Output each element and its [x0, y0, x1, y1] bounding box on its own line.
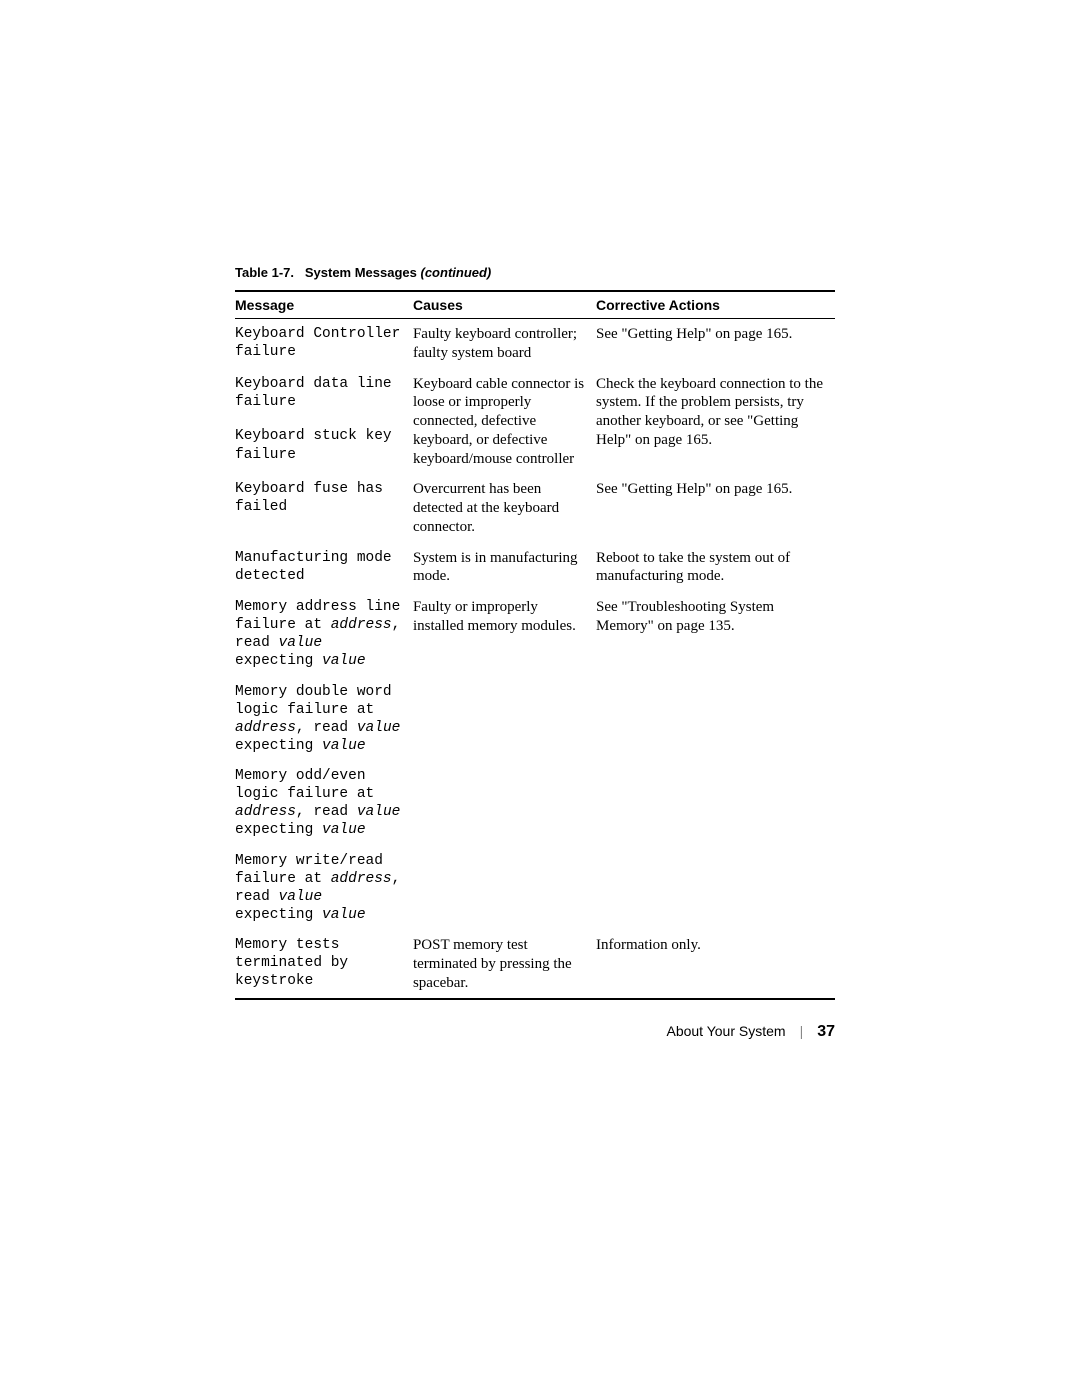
cell-message: Keyboard data line failure	[235, 369, 413, 422]
cell-causes	[413, 677, 596, 762]
cell-actions	[596, 677, 835, 762]
col-header-causes: Causes	[413, 291, 596, 319]
table-row: Memory address line failure at address, …	[235, 592, 835, 677]
cell-message: Memory tests terminated by keystroke	[235, 930, 413, 999]
cell-causes	[413, 761, 596, 846]
table-row: Memory tests terminated by keystrokePOST…	[235, 930, 835, 999]
table-row: Keyboard fuse has failedOvercurrent has …	[235, 474, 835, 542]
table-row: Manufacturing mode detectedSystem is in …	[235, 543, 835, 593]
cell-message: Memory address line failure at address, …	[235, 592, 413, 677]
cell-actions: Information only.	[596, 930, 835, 999]
cell-actions	[596, 761, 835, 846]
page-footer: About Your System|37	[555, 1023, 835, 1041]
footer-section: About Your System	[666, 1023, 785, 1039]
table-continued: (continued)	[421, 265, 492, 280]
table-row: Memory double word logic failure at addr…	[235, 677, 835, 762]
system-messages-table: Message Causes Corrective Actions Keyboa…	[235, 290, 835, 1000]
cell-actions: Reboot to take the system out of manufac…	[596, 543, 835, 593]
cell-actions: See "Getting Help" on page 165.	[596, 319, 835, 369]
table-title: System Messages	[305, 265, 417, 280]
table-label: Table 1-7.	[235, 265, 294, 280]
cell-message: Keyboard Controller failure	[235, 319, 413, 369]
table-row: Memory odd/even logic failure at address…	[235, 761, 835, 846]
cell-actions: See "Troubleshooting System Memory" on p…	[596, 592, 835, 677]
cell-message: Memory write/read failure at address, re…	[235, 846, 413, 931]
cell-causes: Overcurrent has been detected at the key…	[413, 474, 596, 542]
cell-message: Keyboard stuck key failure	[235, 421, 413, 474]
cell-actions: Check the keyboard connection to the sys…	[596, 369, 835, 475]
table-header-row: Message Causes Corrective Actions	[235, 291, 835, 319]
footer-separator: |	[786, 1023, 818, 1039]
cell-actions: See "Getting Help" on page 165.	[596, 474, 835, 542]
cell-causes: System is in manufacturing mode.	[413, 543, 596, 593]
page-content: Table 1-7. System Messages (continued) M…	[235, 265, 835, 1000]
cell-message: Manufacturing mode detected	[235, 543, 413, 593]
footer-page-number: 37	[817, 1023, 835, 1040]
cell-causes: POST memory test terminated by pressing …	[413, 930, 596, 999]
table-row: Keyboard Controller failureFaulty keyboa…	[235, 319, 835, 369]
col-header-message: Message	[235, 291, 413, 319]
cell-causes: Keyboard cable connector is loose or imp…	[413, 369, 596, 475]
cell-causes: Faulty or improperly installed memory mo…	[413, 592, 596, 677]
col-header-actions: Corrective Actions	[596, 291, 835, 319]
cell-causes: Faulty keyboard controller; faulty syste…	[413, 319, 596, 369]
table-row: Memory write/read failure at address, re…	[235, 846, 835, 931]
table-row: Keyboard data line failureKeyboard cable…	[235, 369, 835, 422]
cell-causes	[413, 846, 596, 931]
cell-message: Memory double word logic failure at addr…	[235, 677, 413, 762]
cell-actions	[596, 846, 835, 931]
table-body: Keyboard Controller failureFaulty keyboa…	[235, 319, 835, 1000]
table-caption: Table 1-7. System Messages (continued)	[235, 265, 835, 280]
cell-message: Keyboard fuse has failed	[235, 474, 413, 542]
cell-message: Memory odd/even logic failure at address…	[235, 761, 413, 846]
